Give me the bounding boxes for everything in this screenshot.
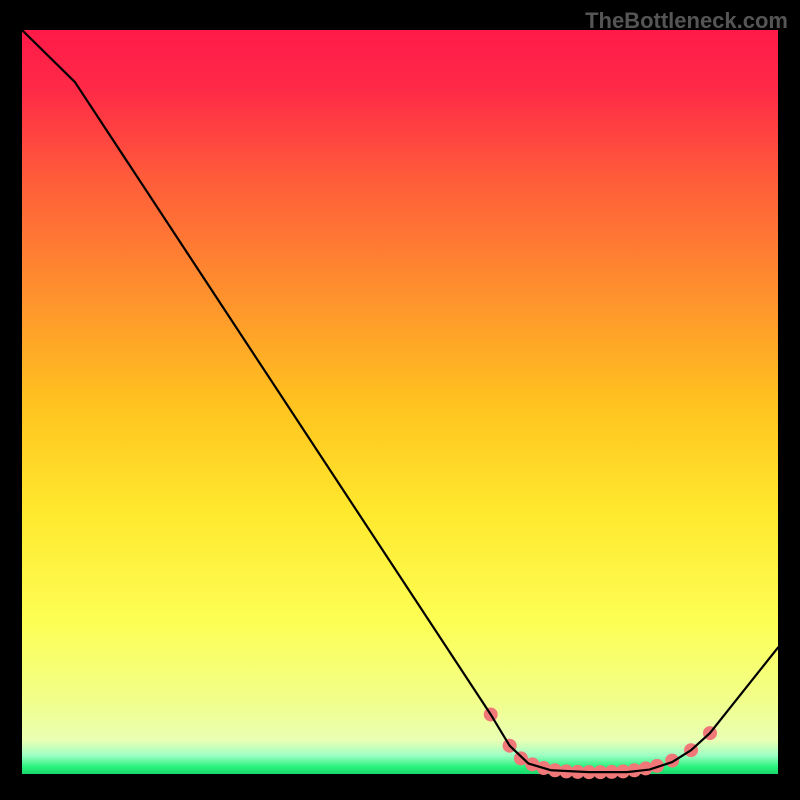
bottleneck-chart: TheBottleneck.com — [0, 0, 800, 800]
gradient-plot-background — [22, 30, 778, 774]
watermark-text: TheBottleneck.com — [585, 8, 788, 34]
